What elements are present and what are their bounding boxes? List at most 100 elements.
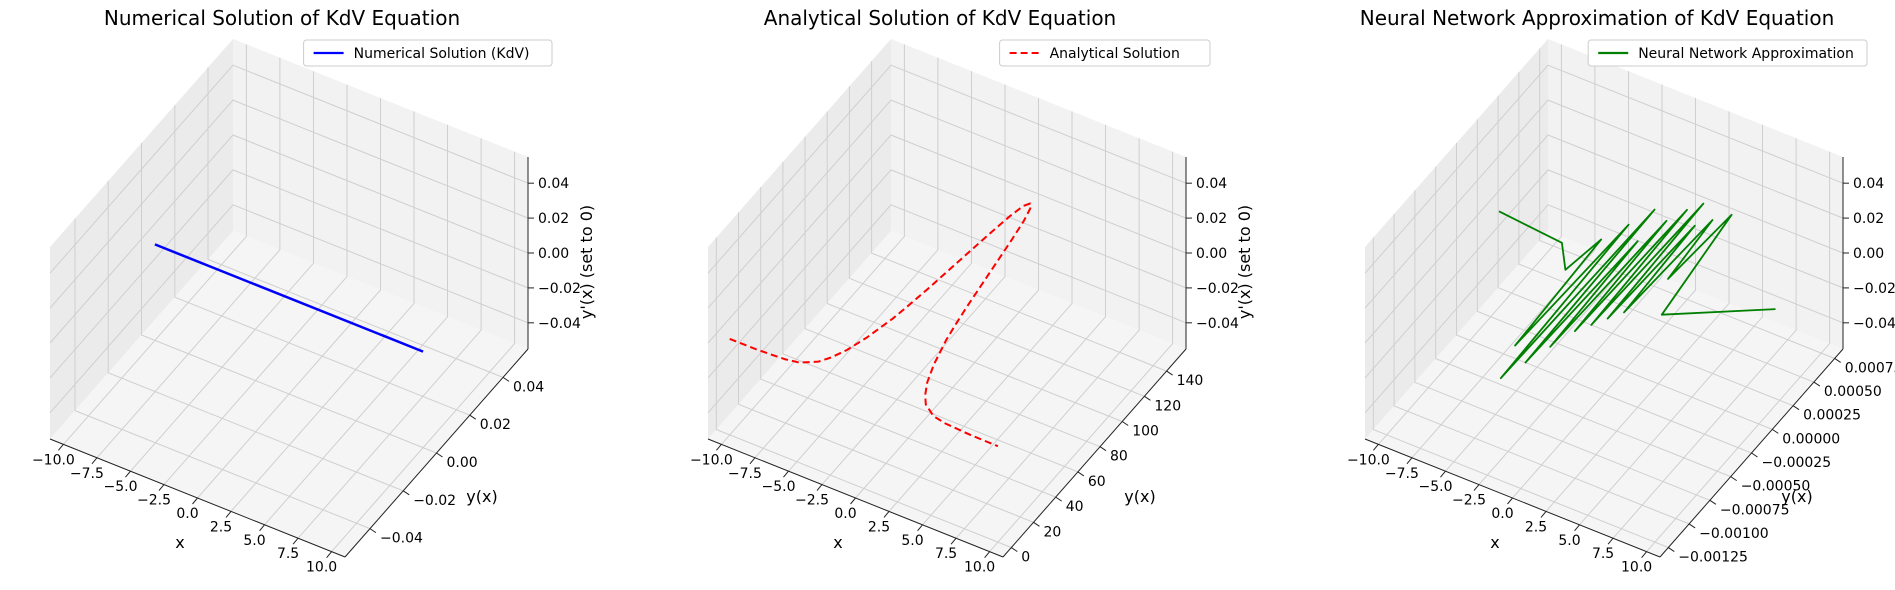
x-tick-label: −2.5 <box>1452 493 1486 509</box>
y-tick <box>1688 523 1696 529</box>
z-gridline <box>49 134 529 344</box>
x-gridline <box>331 151 516 552</box>
x-tick <box>1574 524 1580 532</box>
legend: Neural Network Approximation <box>1587 39 1868 67</box>
y-tick-label: 0.00 <box>447 455 478 471</box>
z-tick-label: −0.02 <box>538 281 581 297</box>
x-gridline <box>1545 111 1730 512</box>
y-tick-label: 0.04 <box>513 379 544 395</box>
x-gridline <box>1612 138 1797 539</box>
x-tick-label: 5.0 <box>243 533 265 549</box>
z-gridline <box>707 204 1187 414</box>
y-gridline <box>1414 190 1711 501</box>
x-tick <box>783 470 789 478</box>
x-gridline <box>63 44 247 445</box>
z-axis-label: y'(x) (set to 0) <box>1235 205 1254 319</box>
y-tick <box>1055 496 1062 502</box>
x-tick-label: 7.5 <box>1592 546 1614 562</box>
x-tick <box>816 484 823 491</box>
x-tick <box>1473 484 1480 491</box>
y-tick-label: 0.00075 <box>1845 361 1895 377</box>
y-tick <box>369 528 377 534</box>
x-axis-label: x <box>1490 533 1499 552</box>
title-analytical: Analytical Solution of KdV Equation <box>764 6 1116 30</box>
y-gridline <box>871 61 1167 372</box>
y-tick-label: −0.02 <box>413 493 456 509</box>
x-gridline <box>197 98 381 499</box>
y-tick <box>502 376 510 382</box>
y-tick <box>1033 521 1040 527</box>
x-tick-label: −10.0 <box>690 452 733 468</box>
x-tick <box>259 524 265 532</box>
y-tick <box>1709 499 1717 505</box>
x-tick <box>225 511 232 518</box>
y-tick <box>1121 421 1129 426</box>
y-axis-label: y(x) <box>466 487 497 506</box>
x-tick-label: 10.0 <box>1621 560 1652 576</box>
x-tick-label: 2.5 <box>210 519 232 535</box>
z-gridline <box>1364 204 1844 414</box>
y-gridline <box>207 67 504 378</box>
x-gridline <box>130 71 314 472</box>
y-tick <box>1144 395 1151 401</box>
y-gridline <box>715 237 1012 548</box>
x-gridline <box>989 151 1174 552</box>
x-tick-label: 0.0 <box>834 506 856 522</box>
x-tick-label: 10.0 <box>306 560 337 576</box>
z-gridline <box>49 204 529 414</box>
y-tick <box>1730 476 1737 482</box>
x-gridline <box>821 84 1006 485</box>
y-tick <box>1166 370 1173 376</box>
x-tick-label: −5.0 <box>104 479 138 495</box>
z-tick-label: −0.02 <box>1196 281 1239 297</box>
title-neural-network: Neural Network Approximation of KdV Equa… <box>1360 6 1835 30</box>
y-tick-label: 0.00050 <box>1824 384 1882 400</box>
z-tick-label: −0.04 <box>1196 316 1239 332</box>
y-tick-label: 0 <box>1021 550 1030 566</box>
y-tick-label: −0.00125 <box>1678 550 1748 566</box>
legend-label: Numerical Solution (KdV) <box>354 46 530 62</box>
y-tick <box>436 452 443 458</box>
y-gridline <box>141 143 437 454</box>
y-tick <box>1772 428 1779 434</box>
y-gridline <box>1497 95 1794 407</box>
y-tick <box>1813 381 1821 387</box>
x-gridline <box>1378 44 1562 445</box>
z-gridline <box>707 134 1187 344</box>
series-line-neural-network-approximation <box>1498 202 1776 380</box>
x-tick <box>716 444 722 451</box>
legend-label: Neural Network Approximation <box>1638 46 1854 62</box>
series-line-analytical-solution <box>729 202 1032 448</box>
y-tick <box>402 490 410 496</box>
z-gridline <box>707 169 1187 379</box>
y-tick-label: 0.00000 <box>1782 431 1840 447</box>
z-tick-label: 0.04 <box>538 176 569 192</box>
x-tick-label: −2.5 <box>137 493 171 509</box>
x-tick-label: 0.0 <box>1491 506 1513 522</box>
y-tick-label: 140 <box>1177 373 1204 389</box>
x-tick-label: −10.0 <box>1347 452 1390 468</box>
panel-numerical: −10.0−7.5−5.0−2.5 0.0 2.5 5.0 7.5 10.0 −0.04 −0… <box>32 6 596 576</box>
x-tick <box>850 497 856 505</box>
x-tick-label: −5.0 <box>1419 479 1453 495</box>
y-gridline <box>1456 143 1752 454</box>
x-gridline <box>855 98 1039 499</box>
x-tick <box>326 551 332 558</box>
y-gridline <box>782 161 1079 473</box>
panel-analytical: −10.0−7.5−5.0−2.5 0.0 2.5 5.0 7.5 10.0 0 204060… <box>690 6 1254 576</box>
z-tick-label: 0.00 <box>1853 246 1884 262</box>
y-tick-label: 0.00025 <box>1803 408 1861 424</box>
x-gridline <box>230 111 415 512</box>
y-tick-label: 60 <box>1088 474 1106 490</box>
z-gridline <box>707 99 1187 309</box>
y-gridline <box>1372 237 1669 548</box>
x-gridline <box>1579 124 1763 526</box>
y-tick-label: −0.00050 <box>1741 479 1811 495</box>
x-tick <box>984 551 990 558</box>
z-gridline <box>1364 169 1844 379</box>
x-gridline <box>1512 98 1696 499</box>
y-gridline <box>760 187 1056 498</box>
y-gridline <box>1435 166 1731 478</box>
legend-box <box>1587 39 1868 67</box>
x-tick <box>917 524 923 532</box>
